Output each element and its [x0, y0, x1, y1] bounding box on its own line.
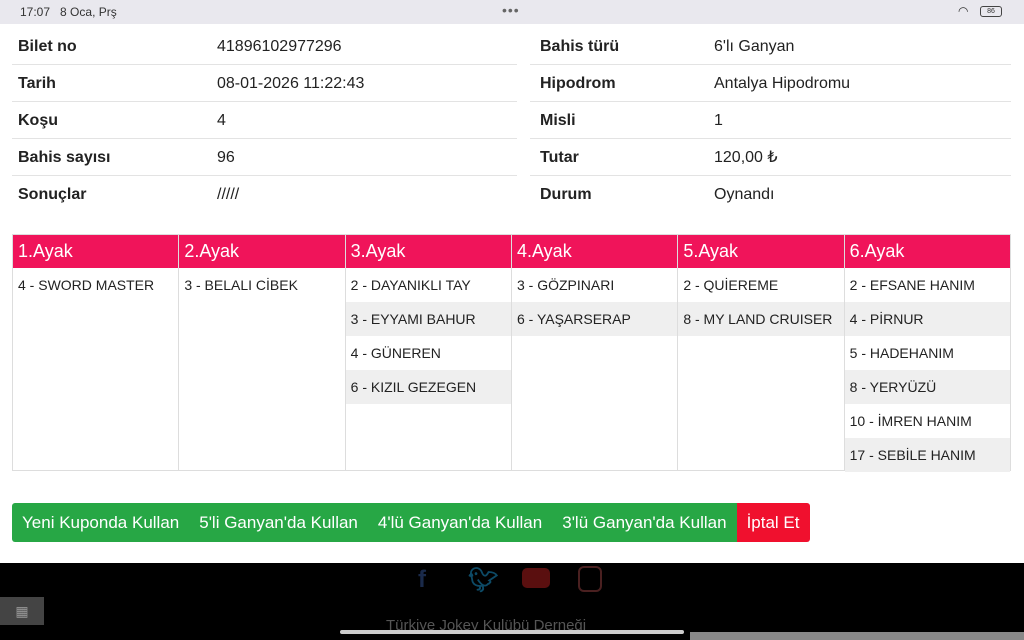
info-row: Durum Oynandı — [530, 176, 1011, 213]
info-label: Bilet no — [18, 38, 77, 55]
horse-item: 4 - PİRNUR — [844, 302, 1010, 336]
horse-item: 4 - GÜNEREN — [350, 345, 441, 361]
leg-column: 4.Ayak 3 - GÖZPINARI 6 - YAŞARSERAP — [511, 235, 679, 470]
info-value: 1 — [714, 112, 723, 129]
use-3lu-ganyan-button[interactable]: 3'lü Ganyan'da Kullan — [552, 503, 737, 542]
battery-icon: 86 — [980, 6, 1002, 17]
info-row: Hipodrom Antalya Hipodromu — [530, 65, 1011, 102]
leg-header: 1.Ayak — [13, 235, 179, 268]
info-value: 41896102977296 — [217, 38, 342, 55]
horse-item: 8 - MY LAND CRUISER — [678, 302, 844, 336]
twitter-icon[interactable]: 🐦︎ — [468, 567, 499, 594]
info-label: Hipodrom — [540, 75, 616, 92]
horse-item: 3 - EYYAMI BAHUR — [345, 302, 511, 336]
info-label: Sonuçlar — [18, 186, 87, 203]
info-row: Sonuçlar ///// — [12, 176, 517, 213]
info-row: Bahis türü 6'lı Ganyan — [530, 28, 1011, 65]
horse-item: 2 - EFSANE HANIM — [849, 277, 975, 293]
info-label: Bahis sayısı — [18, 149, 111, 166]
cancel-button[interactable]: İptal Et — [736, 503, 810, 542]
new-coupon-button[interactable]: Yeni Kuponda Kullan — [12, 503, 190, 542]
horse-item: 10 - İMREN HANIM — [849, 413, 972, 429]
leg-header: 2.Ayak — [179, 235, 345, 268]
facebook-icon[interactable]: f — [418, 566, 426, 593]
info-value: 120,00 ₺ — [714, 149, 778, 166]
youtube-icon[interactable] — [522, 568, 550, 588]
info-label: Tarih — [18, 75, 56, 92]
instagram-icon[interactable] — [578, 566, 602, 592]
info-value: 6'lı Ganyan — [714, 38, 795, 55]
wifi-icon: ◠ — [958, 4, 969, 18]
status-bar: 17:07 8 Oca, Prş ••• ◠ 86 — [0, 0, 1024, 24]
info-value: ///// — [217, 186, 240, 203]
leg-column: 2.Ayak 3 - BELALI CİBEK — [179, 235, 346, 470]
info-value: 96 — [217, 149, 235, 166]
legs-table: 1.Ayak 4 - SWORD MASTER 2.Ayak 3 - BELALI C… — [12, 234, 1011, 472]
info-value: Oynandı — [714, 186, 775, 203]
status-time: 17:07 8 Oca, Prş — [20, 5, 117, 19]
leg-column: 3.Ayak 2 - DAYANIKLI TAY 3 - EYYAMI BAHUR 4… — [345, 235, 512, 470]
horse-item: 6 - YAŞARSERAP — [511, 302, 678, 336]
info-label: Tutar — [540, 149, 579, 166]
horse-item: 3 - BELALI CİBEK — [184, 277, 298, 293]
home-indicator[interactable] — [340, 630, 684, 634]
horse-item: 3 - GÖZPINARI — [516, 277, 615, 293]
footer: f 🐦︎ ▦ Türkiye Jokey Kulübü Derneği — [0, 563, 1024, 640]
leg-header: 6.Ayak — [844, 235, 1010, 268]
info-label: Koşu — [18, 112, 58, 129]
footer-text: Türkiye Jokey Kulübü Derneği — [386, 617, 587, 631]
info-label: Durum — [540, 186, 592, 203]
horse-item: 17 - SEBİLE HANIM — [844, 438, 1010, 472]
info-row: Tarih 08-01-2026 11:22:43 — [12, 65, 517, 102]
use-4lu-ganyan-button[interactable]: 4'lü Ganyan'da Kullan — [367, 503, 553, 542]
leg-column: 1.Ayak 4 - SWORD MASTER — [13, 235, 180, 470]
qr-icon[interactable]: ▦ — [0, 597, 44, 625]
info-value: 08-01-2026 11:22:43 — [217, 75, 365, 92]
leg-header: 3.Ayak — [345, 235, 511, 268]
info-row: Tutar 120,00 ₺ — [530, 139, 1011, 176]
leg-column: 5.Ayak 2 - QUİEREME 8 - MY LAND CRUISER — [678, 235, 845, 470]
info-label: Misli — [540, 112, 576, 129]
info-row: Bilet no 41896102977296 — [12, 28, 517, 65]
horse-item: 4 - SWORD MASTER — [18, 277, 155, 293]
info-row: Misli 1 — [530, 102, 1011, 139]
action-buttons: Yeni Kuponda Kullan 5'li Ganyan'da Kulla… — [12, 503, 810, 542]
scroll-overlay — [690, 632, 1024, 640]
leg-header: 4.Ayak — [511, 235, 678, 268]
info-label: Bahis türü — [540, 38, 620, 55]
info-value: Antalya Hipodromu — [714, 75, 851, 92]
use-5li-ganyan-button[interactable]: 5'li Ganyan'da Kullan — [189, 503, 368, 542]
horse-item: 2 - DAYANIKLI TAY — [350, 277, 471, 293]
horse-item: 2 - QUİEREME — [683, 277, 779, 293]
info-value: 4 — [217, 112, 226, 129]
date: 8 Oca, Prş — [60, 5, 117, 19]
leg-header: 5.Ayak — [678, 235, 844, 268]
info-row: Bahis sayısı 96 — [12, 139, 517, 176]
info-row: Koşu 4 — [12, 102, 517, 139]
leg-column: 6.Ayak 2 - EFSANE HANIM 4 - PİRNUR 5 - HADE… — [844, 235, 1010, 472]
horse-item: 5 - HADEHANIM — [849, 345, 954, 361]
horse-item: 8 - YERYÜZÜ — [844, 370, 1010, 404]
time: 17:07 — [20, 5, 51, 19]
horse-item: 6 - KIZIL GEZEGEN — [345, 370, 511, 404]
more-dots-icon[interactable]: ••• — [502, 2, 520, 18]
